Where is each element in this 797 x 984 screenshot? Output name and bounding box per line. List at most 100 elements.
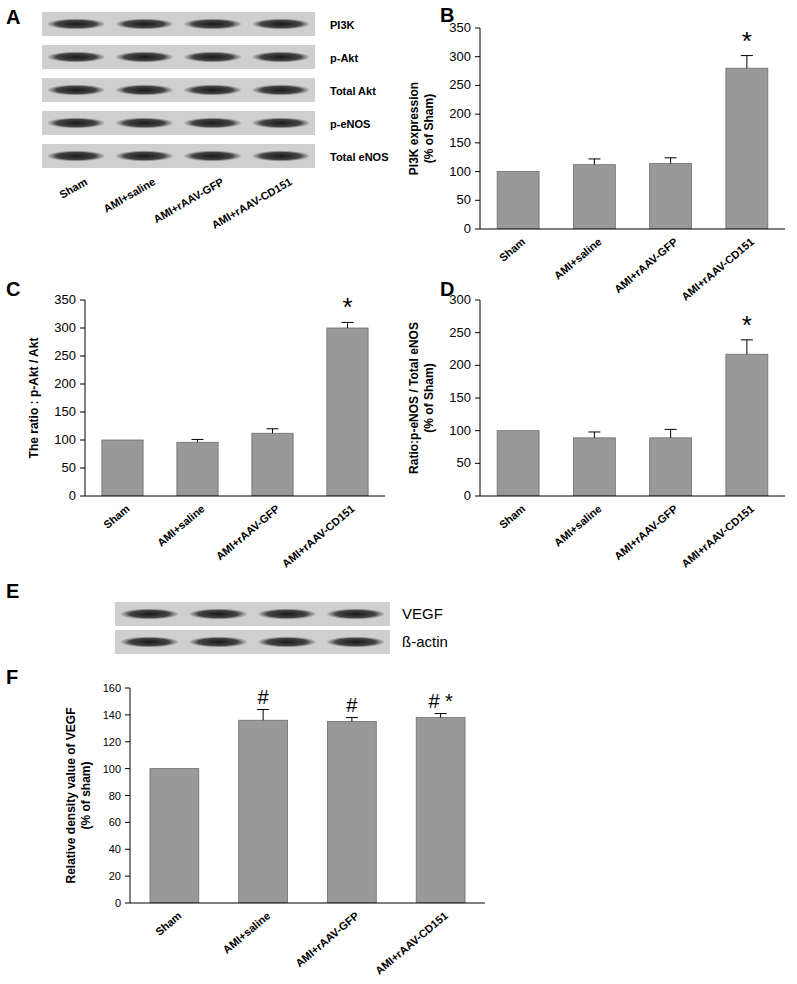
bar — [650, 438, 692, 496]
annotation: * — [742, 310, 752, 340]
lane-label: Sham — [57, 175, 89, 200]
y-tick — [125, 903, 130, 904]
bar — [239, 720, 288, 903]
blot-background — [115, 602, 390, 626]
bar — [150, 769, 199, 903]
blot-band — [184, 118, 241, 129]
bar — [573, 165, 615, 229]
bar — [327, 722, 376, 903]
y-tick — [125, 688, 130, 689]
error-line — [347, 322, 348, 328]
y-tick-label: 0 — [69, 488, 76, 503]
y-tick-label: 300 — [449, 49, 471, 64]
blot-band — [327, 637, 385, 648]
x-axis — [85, 496, 385, 497]
y-tick-label: 250 — [54, 348, 76, 363]
blot-background — [115, 630, 390, 654]
error-bar — [665, 429, 677, 437]
bar — [102, 440, 143, 496]
y-tick-label: 150 — [449, 135, 471, 150]
y-tick-label: 150 — [54, 404, 76, 419]
y-tick — [475, 398, 480, 399]
blot-band — [189, 609, 247, 620]
x-tick-label: AMI+rAAV-CD151 — [373, 909, 450, 976]
bar-chart: *050100150200250300ShamAMI+salineAMI+rAA… — [407, 292, 786, 570]
bar — [497, 172, 539, 229]
bar-chart: *050100150200250300350ShamAMI+salineAMI+… — [27, 292, 385, 570]
blot-band — [184, 151, 241, 162]
y-tick — [125, 822, 130, 823]
x-tick-label: AMI+saline — [220, 909, 272, 955]
bars — [102, 322, 368, 496]
error-bar — [741, 340, 753, 354]
error-bar — [665, 158, 677, 164]
y-tick-label: 20 — [109, 870, 121, 882]
error-cap — [346, 717, 358, 718]
annotation: # * — [428, 690, 453, 712]
y-axis-label: The ratio : p-Akt / Akt — [27, 338, 41, 459]
error-cap — [665, 429, 677, 430]
y-tick — [125, 741, 130, 742]
y-tick-label: 200 — [449, 357, 471, 372]
blot-band — [47, 85, 104, 96]
error-line — [746, 56, 747, 69]
y-tick — [475, 229, 480, 230]
error-cap — [267, 428, 279, 429]
error-cap — [192, 439, 204, 440]
y-tick — [475, 365, 480, 366]
figure: API3Kp-AktTotal Aktp-eNOSTotal eNOSShamA… — [0, 0, 797, 984]
x-tick-label: AMI+saline — [155, 502, 207, 548]
bar-chart: *050100150200250300350ShamAMI+salineAMI+… — [407, 20, 786, 303]
blot-strip — [115, 602, 390, 626]
y-tick — [475, 171, 480, 172]
x-tick-label: AMI+rAAV-GFP — [612, 235, 680, 295]
x-tick-label: AMI+rAAV-GFP — [612, 502, 680, 562]
y-axis-label: Ratio:p-eNOS / Total eNOS — [407, 322, 421, 474]
blot-strip — [115, 630, 390, 654]
y-tick — [125, 768, 130, 769]
y-tick — [475, 142, 480, 143]
y-tick-label: 160 — [103, 682, 121, 694]
y-axis-label: Relative density value of VEGF — [64, 707, 78, 883]
y-tick — [475, 200, 480, 201]
bars — [497, 56, 768, 229]
blot-background — [42, 45, 315, 69]
y-tick-label: 300 — [449, 292, 471, 307]
panel-letter: C — [6, 278, 20, 300]
blot-band — [184, 85, 241, 96]
blot-background — [42, 144, 315, 168]
y-tick — [80, 440, 85, 441]
blot-band — [116, 19, 173, 30]
bar — [177, 442, 218, 496]
error-cap — [588, 158, 600, 159]
lane-label: AMI+rAAV-CD151 — [209, 175, 293, 231]
blot-strip — [42, 111, 315, 135]
blot-band — [252, 52, 309, 63]
blot-band — [252, 151, 309, 162]
x-tick-label: AMI+rAAV-CD151 — [280, 502, 357, 569]
y-tick — [475, 300, 480, 301]
x-tick-label: AMI+saline — [552, 502, 604, 548]
blot-row-label: ß-actin — [402, 633, 448, 650]
error-line — [272, 429, 273, 433]
y-tick-label: 100 — [449, 164, 471, 179]
blot-band — [121, 637, 179, 648]
y-tick-label: 350 — [54, 292, 76, 307]
y-tick — [475, 332, 480, 333]
y-tick-label: 100 — [449, 423, 471, 438]
blot-band — [258, 637, 316, 648]
blot-band — [189, 637, 247, 648]
error-bar — [342, 322, 354, 328]
y-tick-label: 250 — [449, 325, 471, 340]
bars — [150, 710, 465, 904]
bar — [416, 718, 465, 903]
error-bar — [588, 159, 600, 165]
blot-strip — [42, 144, 315, 168]
bar — [573, 438, 615, 496]
blot-strip — [42, 78, 315, 102]
error-line — [351, 718, 352, 722]
error-line — [263, 710, 264, 721]
blot-band — [116, 151, 173, 162]
blot-band — [327, 609, 385, 620]
y-tick — [80, 412, 85, 413]
